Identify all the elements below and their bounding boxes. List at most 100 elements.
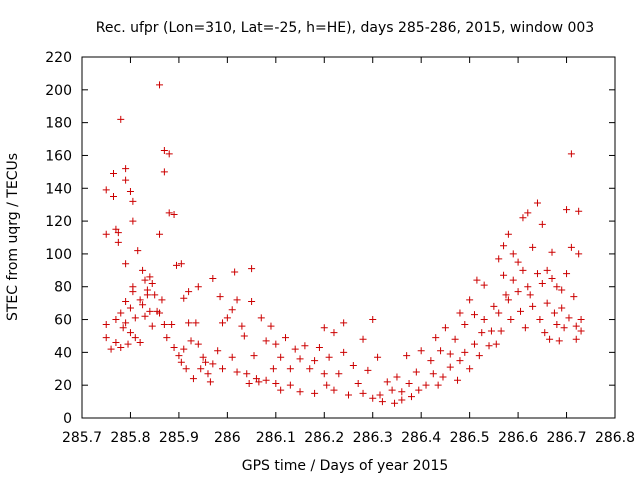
data-point <box>209 360 217 368</box>
data-point <box>311 357 319 365</box>
data-point <box>470 340 478 348</box>
data-point <box>325 353 333 361</box>
data-point <box>335 370 343 378</box>
plot-frame <box>81 56 616 419</box>
data-point <box>165 150 173 158</box>
data-point <box>526 291 534 299</box>
data-point <box>122 319 130 327</box>
data-point <box>114 229 122 237</box>
data-point <box>567 243 575 251</box>
data-point <box>102 320 110 328</box>
data-point <box>240 332 248 340</box>
data-point <box>412 368 420 376</box>
data-point <box>272 380 280 388</box>
data-point <box>286 381 294 389</box>
data-point <box>548 275 556 283</box>
data-point <box>315 343 323 351</box>
data-point <box>558 286 566 294</box>
data-point <box>359 335 367 343</box>
data-point <box>243 370 251 378</box>
data-point <box>378 398 386 406</box>
y-tick-label: 0 <box>63 411 72 427</box>
data-point <box>330 329 338 337</box>
data-point <box>160 147 168 155</box>
data-point <box>473 276 481 284</box>
data-point <box>156 81 164 89</box>
data-point <box>192 319 200 327</box>
y-tick-label: 80 <box>54 280 72 296</box>
data-point <box>439 373 447 381</box>
data-point <box>543 266 551 274</box>
data-point <box>454 376 462 384</box>
data-point <box>541 329 549 337</box>
data-point <box>555 337 563 345</box>
data-point <box>248 297 256 305</box>
data-point <box>170 343 178 351</box>
data-point <box>575 207 583 215</box>
data-point <box>500 271 508 279</box>
data-point <box>529 302 537 310</box>
data-point <box>141 276 149 284</box>
data-point <box>504 230 512 238</box>
data-point <box>330 386 338 394</box>
data-point <box>509 250 517 258</box>
data-point <box>262 376 270 384</box>
data-point <box>538 279 546 287</box>
y-tick-label: 120 <box>45 214 72 230</box>
data-point <box>131 334 139 342</box>
data-point <box>490 302 498 310</box>
data-point <box>560 324 568 332</box>
data-point <box>572 322 580 330</box>
data-point <box>437 347 445 355</box>
data-point <box>349 361 357 369</box>
data-point <box>374 353 382 361</box>
data-point <box>126 188 134 196</box>
data-point <box>131 314 139 322</box>
data-point <box>136 296 144 304</box>
data-point <box>470 311 478 319</box>
data-point <box>478 329 486 337</box>
x-tick-label: 286 <box>214 430 241 446</box>
data-point <box>407 393 415 401</box>
data-point <box>126 329 134 337</box>
data-point <box>301 342 309 350</box>
data-point <box>129 288 137 296</box>
data-point <box>129 217 137 225</box>
data-point <box>354 380 362 388</box>
data-point <box>323 381 331 389</box>
x-tick-label: 286.1 <box>256 430 296 446</box>
data-point <box>209 275 217 283</box>
data-point <box>398 388 406 396</box>
data-point <box>172 261 180 269</box>
data-point <box>206 378 214 386</box>
y-tick-label: 20 <box>54 378 72 394</box>
data-point <box>277 386 285 394</box>
axes: 0 20 40 60 80 100 120 140 160 180 200 220 285.7 285.8… <box>45 50 635 446</box>
data-point <box>257 314 265 322</box>
data-point <box>340 319 348 327</box>
x-axis-label: GPS time / Days of year 2015 <box>242 458 449 474</box>
data-point <box>495 255 503 263</box>
data-point <box>194 283 202 291</box>
data-point <box>136 339 144 347</box>
data-point <box>180 345 188 353</box>
data-point <box>517 307 525 315</box>
data-point <box>112 339 120 347</box>
data-point <box>446 363 454 371</box>
data-point <box>272 340 280 348</box>
data-point <box>514 288 522 296</box>
data-point <box>320 370 328 378</box>
data-point <box>185 288 193 296</box>
data-point <box>139 266 147 274</box>
data-point <box>163 334 171 342</box>
data-point <box>204 370 212 378</box>
data-point <box>187 337 195 345</box>
data-point <box>117 343 125 351</box>
data-point <box>565 314 573 322</box>
data-point <box>134 247 142 255</box>
data-point <box>567 150 575 158</box>
data-point <box>417 347 425 355</box>
data-points <box>102 81 585 407</box>
x-tick-label: 286.8 <box>595 430 635 446</box>
